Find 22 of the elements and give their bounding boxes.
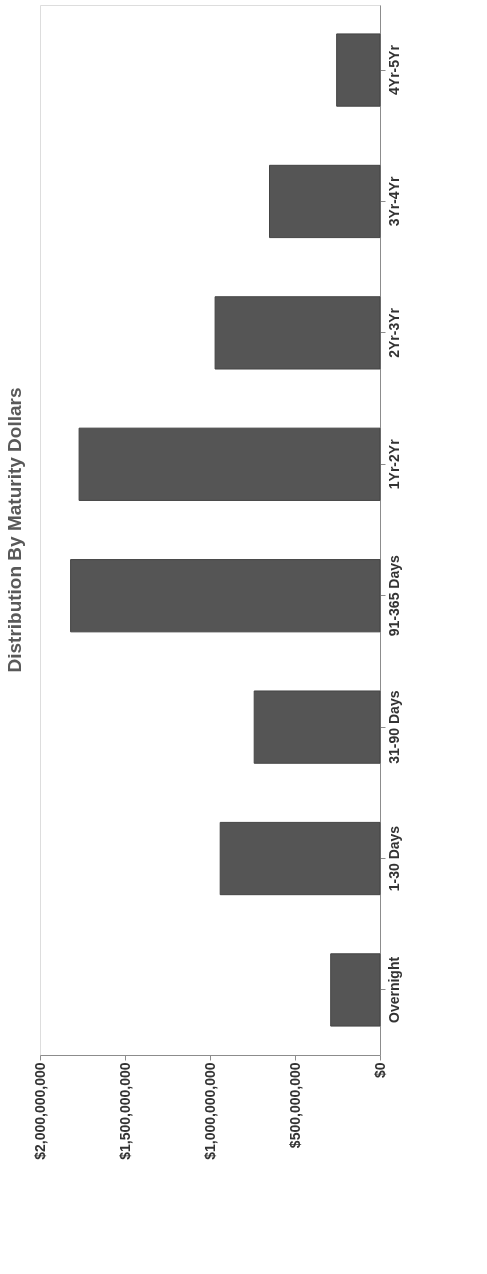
x-tick-label: $1,500,000,000: [116, 1062, 133, 1160]
bar: [336, 33, 381, 107]
y-tick-label: Overnight: [385, 956, 402, 1024]
x-tick-label: $2,000,000,000: [31, 1062, 48, 1160]
y-tick-label: 4Yr-5Yr: [385, 44, 402, 95]
x-tick-label: $500,000,000: [286, 1062, 303, 1149]
bar: [269, 164, 381, 239]
x-tick-label: $1,000,000,000: [201, 1062, 218, 1160]
y-tick-label: 1Yr-2Yr: [385, 438, 402, 490]
bar: [253, 690, 381, 764]
bar: [214, 296, 381, 370]
y-tick-label: 3Yr-4Yr: [385, 176, 402, 227]
y-tick-label: 91-365 Days: [385, 555, 402, 637]
text: Distribution By Maturity Dollars: [4, 387, 25, 673]
bar: [219, 821, 381, 896]
x-tick-label: $0: [371, 1062, 388, 1079]
bar: [78, 427, 381, 501]
bar: [70, 559, 381, 633]
y-tick-label: 2Yr-3Yr: [385, 307, 402, 358]
bar: [330, 953, 381, 1027]
y-tick-label: 1-30 Days: [385, 825, 402, 892]
y-tick-label: 31-90 Days: [385, 690, 402, 764]
